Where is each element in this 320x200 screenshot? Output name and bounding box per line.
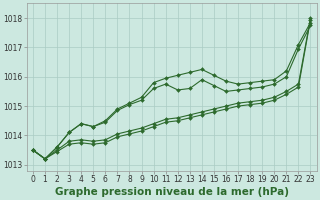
- X-axis label: Graphe pression niveau de la mer (hPa): Graphe pression niveau de la mer (hPa): [55, 187, 289, 197]
